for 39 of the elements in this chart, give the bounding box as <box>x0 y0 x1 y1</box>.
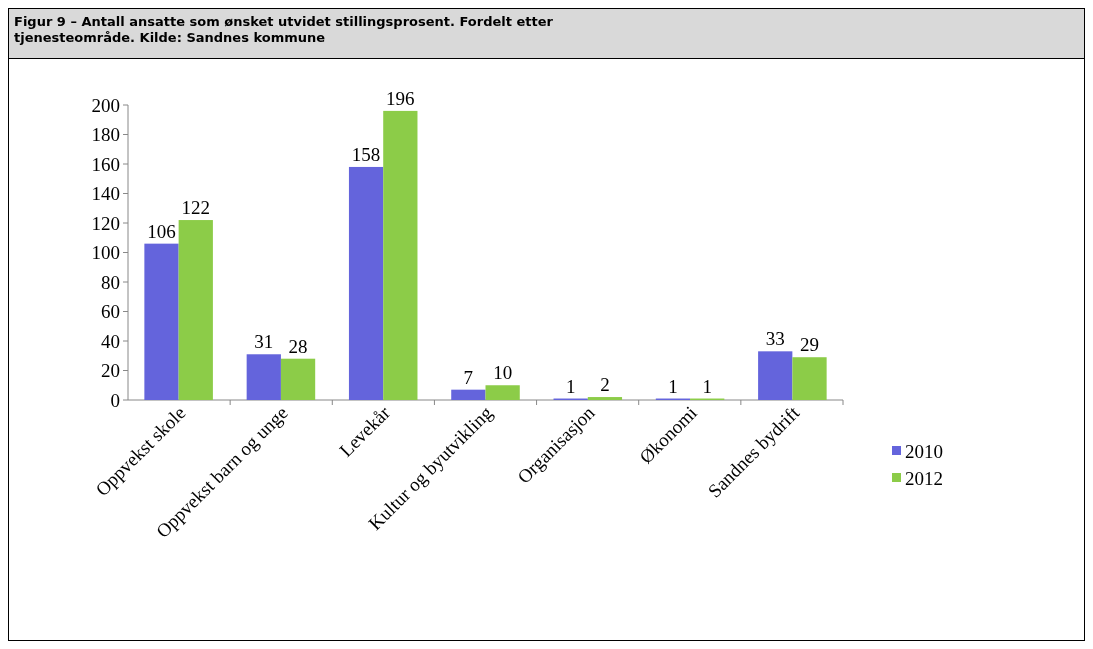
bar <box>178 220 213 400</box>
bar <box>246 354 281 400</box>
y-tick-label: 40 <box>101 330 120 352</box>
data-label: 158 <box>351 143 381 165</box>
bar <box>144 243 179 400</box>
data-label: 33 <box>765 328 785 350</box>
y-tick-label: 80 <box>101 271 120 293</box>
data-label: 10 <box>493 362 513 384</box>
bar <box>758 351 793 400</box>
data-label: 31 <box>254 331 274 353</box>
data-label: 106 <box>147 220 176 242</box>
bar <box>280 358 316 400</box>
y-tick-label: 120 <box>91 212 120 234</box>
y-tick-label: 140 <box>91 183 120 205</box>
y-tick-label: 180 <box>91 124 120 146</box>
bar <box>451 389 486 400</box>
data-label: 28 <box>288 335 308 357</box>
y-tick-label: 60 <box>101 301 120 323</box>
y-tick-label: 200 <box>91 94 120 116</box>
bar <box>792 357 827 400</box>
bar <box>485 385 520 400</box>
data-label: 29 <box>800 334 819 356</box>
bar <box>383 110 418 400</box>
bar <box>587 397 623 400</box>
data-label: 1 <box>565 375 576 397</box>
y-tick-label: 20 <box>101 360 120 382</box>
data-label: 1 <box>702 375 712 397</box>
data-label: 7 <box>463 366 474 388</box>
data-label: 1 <box>668 375 678 397</box>
data-label: 122 <box>181 197 211 219</box>
y-tick-label: 160 <box>91 153 120 175</box>
y-tick-label: 100 <box>91 242 120 264</box>
bar <box>348 166 384 400</box>
data-label: 2 <box>600 374 610 396</box>
data-label: 196 <box>386 87 415 109</box>
y-tick-label: 0 <box>110 389 120 411</box>
legend-label: 2010 <box>905 440 943 462</box>
chart-title: Figur 9 – Antall ansatte som ønsket utvidet stillingsprosent. Fordelt etter tjenesteområde. Kilde: Sandnes kommune <box>14 14 554 45</box>
legend-label: 2012 <box>905 467 943 489</box>
